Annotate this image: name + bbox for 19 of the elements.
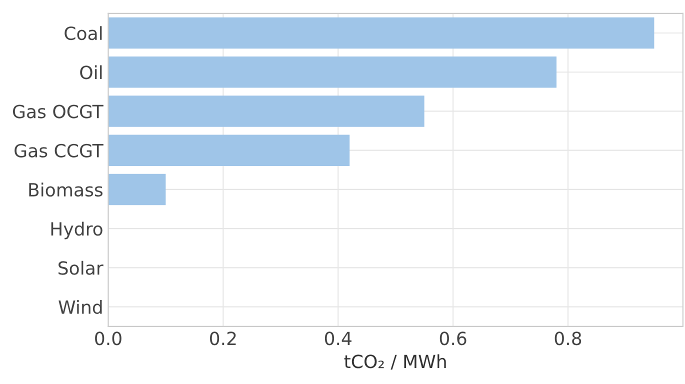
x-tick-label: 0.6 [440, 332, 466, 346]
y-tick-label: Gas CCGT [14, 144, 104, 158]
bar [108, 134, 350, 166]
y-tick-label: Biomass [29, 182, 102, 197]
x-tick-label: 0.8 [554, 332, 582, 346]
x-axis-title: tCO₂ / MWh [344, 354, 446, 370]
bar [108, 17, 654, 49]
y-tick-label: Coal [64, 26, 102, 40]
y-tick-label: Hydro [51, 222, 102, 240]
x-tick-label: 0.4 [324, 332, 352, 346]
x-tick-label: 0.0 [95, 332, 122, 346]
y-tick-label: Wind [58, 300, 102, 314]
bar [108, 56, 557, 88]
bar [108, 96, 424, 127]
y-tick-label: Oil [80, 65, 102, 80]
y-tick-label: Gas OCGT [13, 104, 104, 118]
y-tick-label: Solar [58, 260, 104, 275]
x-tick-label: 0.2 [210, 332, 236, 346]
bar [108, 174, 166, 206]
